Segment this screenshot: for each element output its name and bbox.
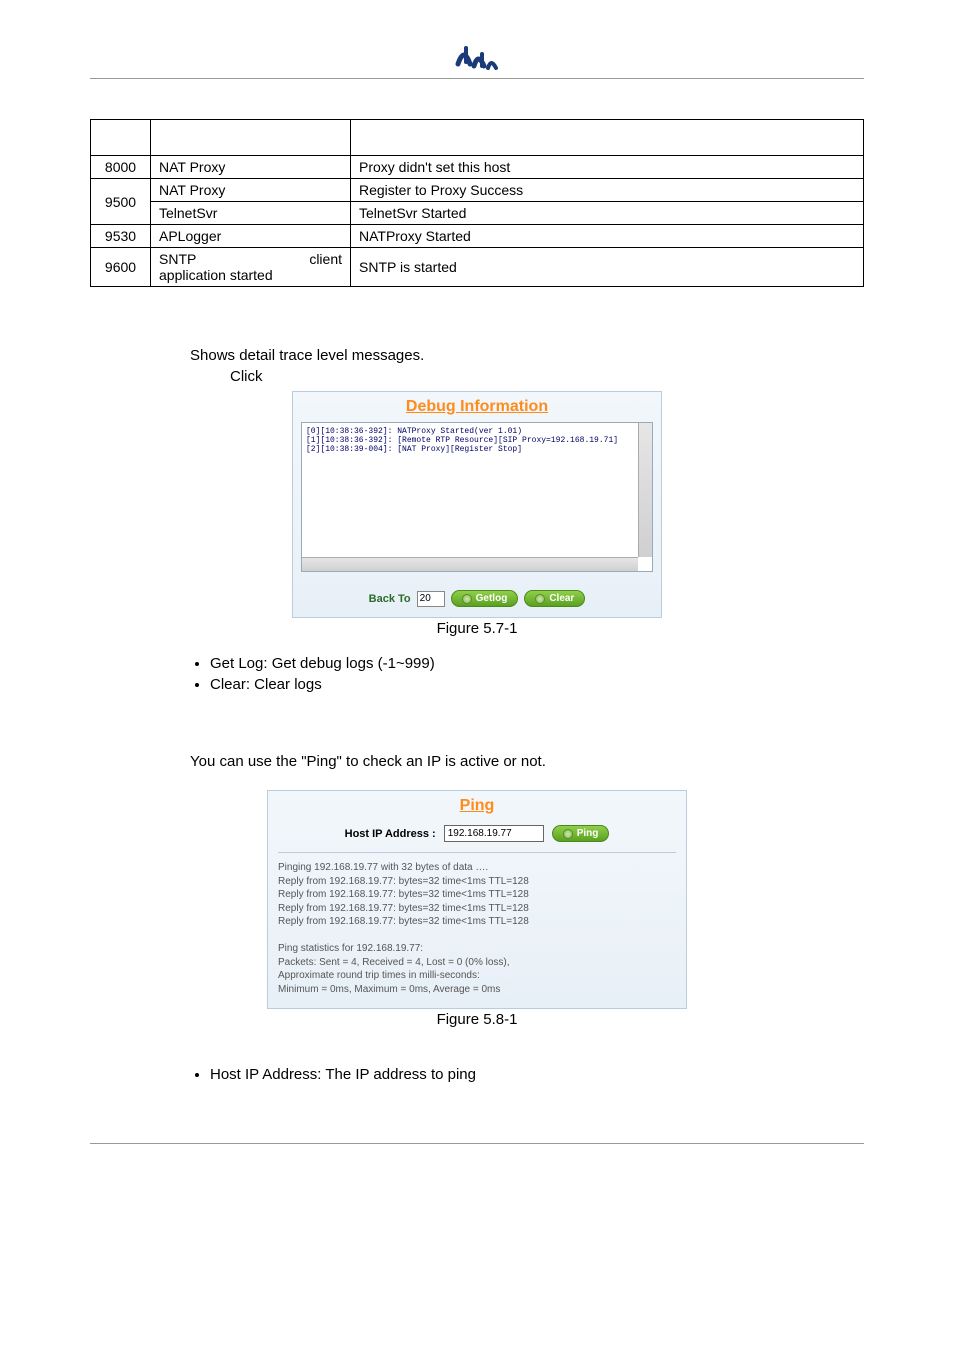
scrollbar-vertical[interactable] (638, 423, 652, 557)
logo-icon (454, 40, 500, 70)
click-label: Click (190, 368, 263, 385)
table-cell: 9500 (91, 179, 151, 225)
getlog-button[interactable]: Getlog (451, 590, 519, 607)
table-cell: 9600 (91, 248, 151, 287)
back-to-label: Back To (369, 593, 411, 605)
table-cell: TelnetSvr Started (351, 202, 864, 225)
figure-caption: Figure 5.7-1 (90, 620, 864, 637)
table-cell: Proxy didn't set this host (351, 156, 864, 179)
log-line: [2][10:38:39-004]: [NAT Proxy][Register … (306, 445, 648, 454)
table-cell: 8000 (91, 156, 151, 179)
table-cell: NATProxy Started (351, 225, 864, 248)
ping-screenshot: Ping Host IP Address : Ping Pinging 192.… (267, 790, 687, 1009)
list-item: Host IP Address: The IP address to ping (210, 1066, 864, 1083)
scrollbar-horizontal[interactable] (302, 557, 638, 571)
table-cell: TelnetSvr (151, 202, 351, 225)
debug-bullets: Get Log: Get debug logs (-1~999) Clear: … (90, 655, 864, 693)
table-cell: APLogger (151, 225, 351, 248)
event-table: 8000 NAT Proxy Proxy didn't set this hos… (90, 119, 864, 287)
ping-output: Pinging 192.168.19.77 with 32 bytes of d… (278, 852, 676, 996)
log-line: [0][10:38:36-392]: NATProxy Started(ver … (306, 427, 648, 436)
log-line: [1][10:38:36-392]: [Remote RTP Resource]… (306, 436, 648, 445)
footer-rule (90, 1143, 864, 1144)
table-cell: NAT Proxy (151, 179, 351, 202)
host-ip-input[interactable] (444, 825, 544, 842)
ping-intro: You can use the "Ping" to check an IP is… (90, 753, 864, 770)
ping-title: Ping (278, 797, 676, 815)
ping-bullets: Host IP Address: The IP address to ping (90, 1066, 864, 1083)
table-cell: Register to Proxy Success (351, 179, 864, 202)
table-cell: SNTP is started (351, 248, 864, 287)
page-header (90, 40, 864, 79)
debug-screenshot: Debug Information [0][10:38:36-392]: NAT… (292, 391, 662, 618)
ping-button[interactable]: Ping (552, 825, 610, 842)
list-item: Get Log: Get debug logs (-1~999) (210, 655, 864, 672)
debug-title: Debug Information (301, 398, 653, 416)
list-item: Clear: Clear logs (210, 676, 864, 693)
table-cell: SNTPclient application started (151, 248, 351, 287)
clear-button[interactable]: Clear (524, 590, 585, 607)
debug-log-box: [0][10:38:36-392]: NATProxy Started(ver … (301, 422, 653, 572)
table-cell: 9530 (91, 225, 151, 248)
back-to-input[interactable] (417, 591, 445, 607)
table-cell: NAT Proxy (151, 156, 351, 179)
debug-intro: Shows detail trace level messages. (90, 347, 864, 364)
host-ip-label: Host IP Address : (345, 828, 436, 840)
figure-caption: Figure 5.8-1 (90, 1011, 864, 1028)
